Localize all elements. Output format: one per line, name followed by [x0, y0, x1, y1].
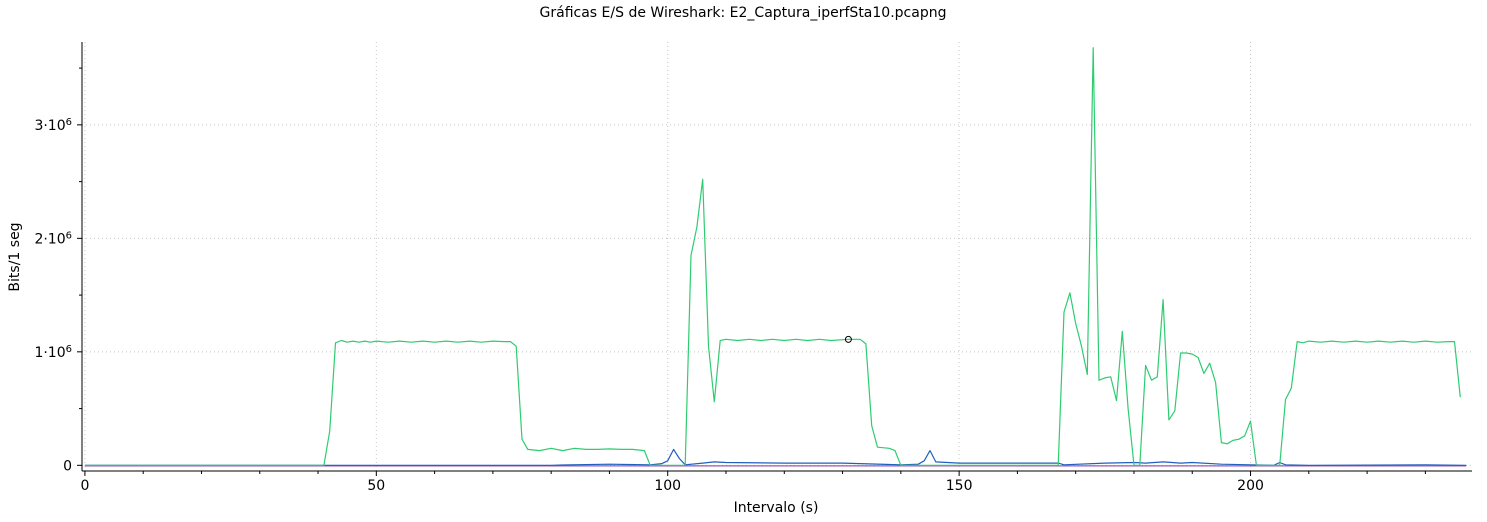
axes [81, 42, 1472, 472]
x-tick-label: 150 [946, 478, 973, 494]
annotations [844, 335, 852, 343]
y-axis-label: Bits/1 seg [7, 222, 23, 291]
x-axis-ticks: 0 50 100 150 200 [80, 471, 1426, 494]
x-axis-label: Intervalo (s) [734, 500, 819, 516]
x-tick-label: 100 [654, 478, 681, 494]
series-line [84, 448, 1467, 466]
y-tick-label: 0 [63, 458, 72, 474]
y-tick-label: 1·106 [34, 344, 72, 361]
plot-area[interactable] [84, 47, 1467, 467]
x-tick-label: 200 [1237, 478, 1264, 494]
y-axis-ticks: 0 1·106 2·106 3·106 [34, 67, 82, 474]
series-line [84, 47, 1461, 466]
y-tick-label: 3·106 [34, 117, 72, 134]
x-tick-label: 0 [80, 478, 89, 494]
chart-title: Gráficas E/S de Wireshark: E2_Captura_ip… [540, 5, 947, 21]
cursor-marker [844, 335, 852, 343]
y-tick-label: 2·106 [34, 230, 72, 247]
grid-lines [82, 42, 1472, 471]
x-tick-label: 50 [367, 478, 385, 494]
